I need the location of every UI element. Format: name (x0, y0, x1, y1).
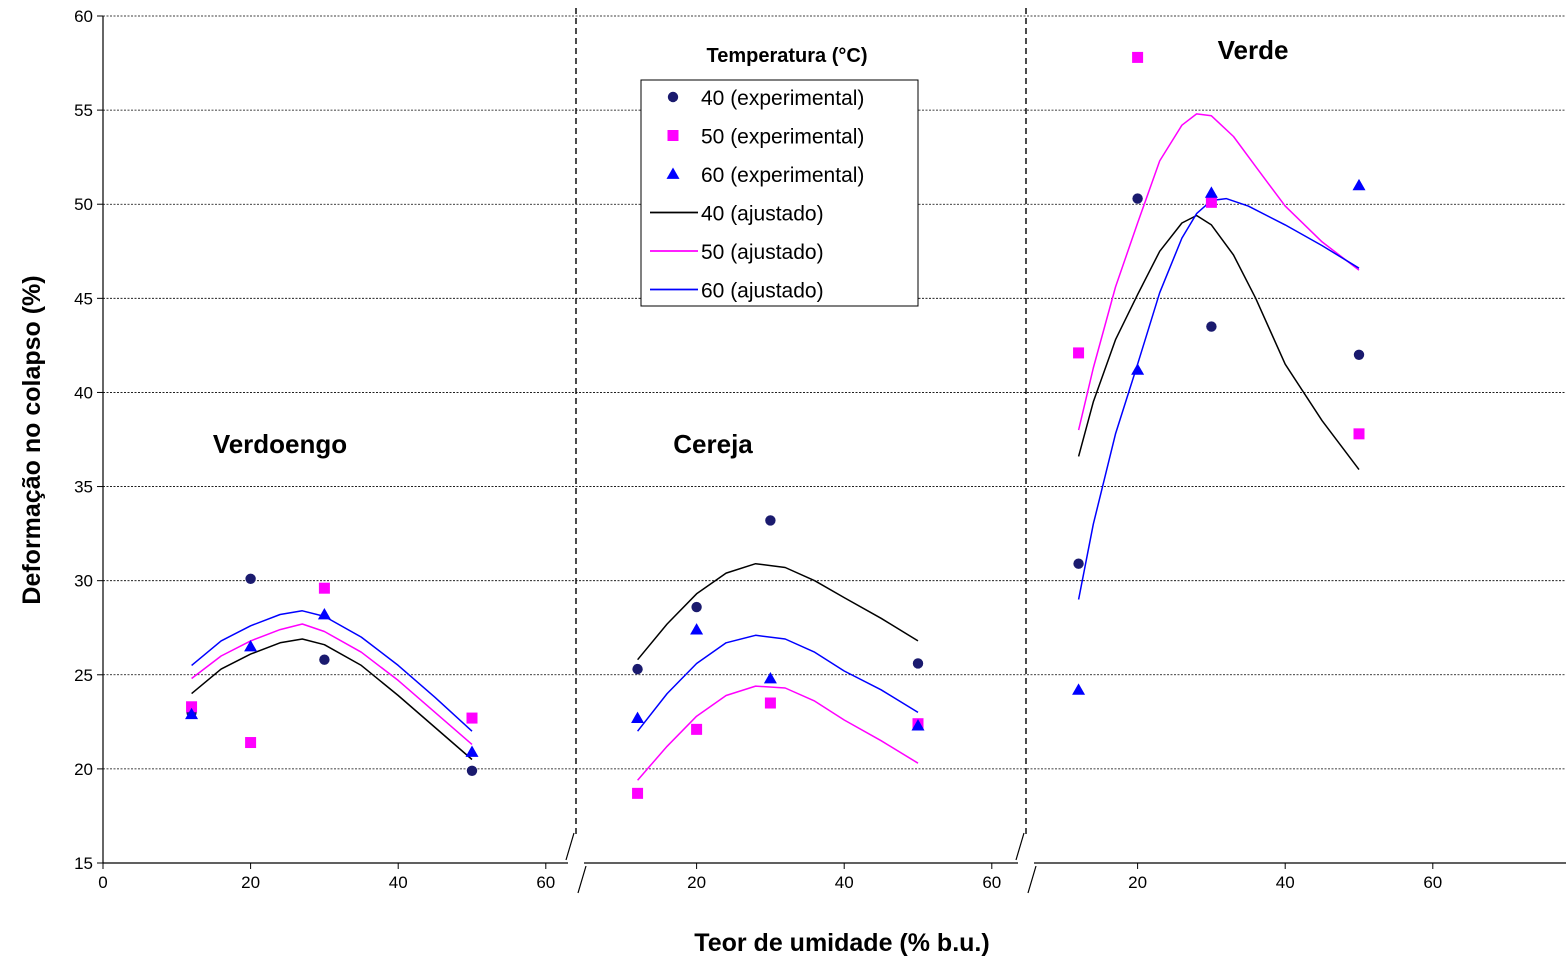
legend-marker (667, 130, 679, 141)
x-tick-label: 60 (536, 873, 555, 892)
fit-line (191, 610, 473, 732)
data-point (1204, 186, 1218, 198)
region-label: Verde (1218, 35, 1289, 65)
legend: Temperatura (°C) 40 (experimental) 50 (ex… (640, 45, 919, 307)
x-tick-label: 20 (241, 873, 260, 892)
x-tick-label: 40 (389, 873, 408, 892)
data-point (318, 582, 330, 594)
data-point (317, 608, 331, 620)
y-tick-label: 45 (74, 289, 93, 308)
panel-dividers (575, 8, 1027, 838)
y-tick-label: 30 (74, 572, 93, 591)
legend-marker (667, 91, 679, 103)
data-point (1132, 51, 1144, 63)
legend-marker (666, 167, 680, 179)
axis-break-mark (1027, 865, 1037, 894)
y-tick-label: 55 (74, 101, 93, 120)
data-point (185, 707, 199, 720)
data-point (1073, 558, 1084, 569)
data-point (319, 654, 330, 665)
data-point (763, 672, 777, 684)
data-point (1072, 683, 1086, 695)
legend-label: 50 (ajustado) (701, 241, 824, 264)
y-tick-labels: 15 20 25 30 35 40 45 50 55 60 (74, 7, 93, 873)
data-point (1353, 428, 1365, 440)
data-points (185, 51, 1366, 799)
legend-label: 60 (experimental) (701, 164, 864, 187)
fit-line (191, 623, 473, 745)
data-point (1353, 349, 1365, 360)
x-axis-title: Teor de umidade (% b.u.) (694, 929, 989, 957)
data-point (690, 623, 704, 635)
data-point (1206, 321, 1217, 332)
x-tick-label: 20 (687, 873, 706, 892)
data-point (466, 712, 478, 724)
data-point (466, 765, 478, 776)
data-point (764, 697, 776, 709)
y-tick-label: 50 (74, 195, 93, 214)
region-label: Verdoengo (213, 429, 347, 459)
data-point (1131, 363, 1145, 375)
x-tick-label: 40 (1276, 873, 1295, 892)
legend-box (640, 79, 919, 307)
axis-break-mark (565, 832, 575, 861)
y-tick-label: 20 (74, 760, 93, 779)
axis-break-gap (1018, 859, 1034, 869)
x-tick-label: 0 (98, 873, 107, 892)
legend-label: 40 (experimental) (701, 87, 864, 110)
x-tick-label: 40 (835, 873, 854, 892)
data-point (245, 573, 256, 584)
data-point (244, 640, 258, 652)
fit-line (191, 638, 473, 761)
data-point (1352, 178, 1366, 191)
data-point (632, 787, 644, 799)
y-tick-label: 35 (74, 478, 93, 497)
data-point (1205, 196, 1217, 208)
y-tick-label: 60 (74, 7, 93, 26)
fitted-lines (191, 113, 1360, 781)
fit-line (637, 634, 919, 732)
y-tick-label: 25 (74, 666, 93, 685)
data-point (186, 701, 198, 713)
y-axis-title: Deformação no colapso (%) (18, 275, 46, 604)
data-point (911, 719, 925, 731)
legend-label: 50 (experimental) (701, 126, 864, 149)
axes (102, 16, 1566, 894)
x-tick-labels: 0 20 40 60 20 40 60 20 40 60 (98, 863, 1442, 892)
data-point (1132, 193, 1143, 204)
legend-items: 40 (experimental) 50 (experimental) 60 (ex… (650, 87, 864, 303)
legend-title: Temperatura (°C) (707, 45, 868, 67)
data-point (691, 723, 703, 735)
y-tick-label: 40 (74, 383, 93, 402)
fit-line (1077, 113, 1360, 431)
region-labels: Verdoengo Cereja Verde (213, 35, 1289, 459)
data-point (632, 663, 643, 675)
axis-break-gap (568, 859, 584, 869)
x-tick-label: 60 (982, 873, 1001, 892)
fit-line (1077, 197, 1360, 600)
data-point (912, 658, 924, 669)
fit-line (637, 562, 919, 661)
region-label: Cereja (673, 429, 753, 459)
axis-break-mark (1015, 832, 1025, 861)
data-point (765, 515, 776, 526)
x-tick-label: 60 (1423, 873, 1442, 892)
legend-label: 40 (ajustado) (701, 203, 824, 226)
fit-line (637, 685, 919, 781)
data-point (245, 737, 257, 749)
fit-line (1077, 214, 1360, 471)
data-point (691, 601, 702, 613)
data-point (631, 711, 645, 723)
x-tick-label: 20 (1128, 873, 1147, 892)
legend-label: 60 (ajustado) (701, 280, 824, 303)
axis-break-mark (577, 865, 587, 894)
data-point (1073, 347, 1085, 359)
y-tick-label: 15 (74, 854, 93, 873)
data-point (465, 745, 479, 757)
